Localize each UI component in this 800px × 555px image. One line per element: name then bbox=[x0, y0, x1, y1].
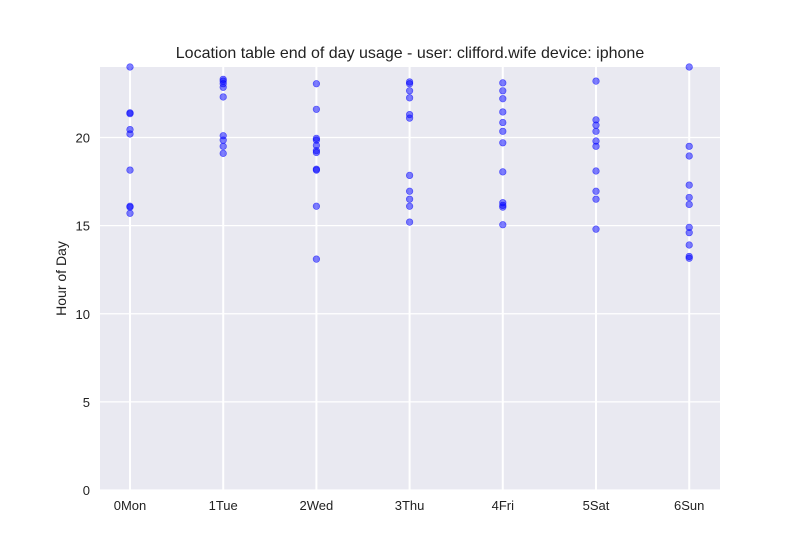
y-tick-label: 5 bbox=[83, 395, 90, 410]
data-point bbox=[126, 209, 134, 217]
data-point bbox=[685, 254, 693, 262]
y-tick-label: 10 bbox=[76, 307, 90, 322]
data-point bbox=[592, 127, 600, 135]
data-point bbox=[499, 95, 507, 103]
data-point bbox=[219, 142, 227, 150]
data-points bbox=[126, 63, 693, 263]
data-point bbox=[406, 80, 414, 88]
data-point bbox=[499, 168, 507, 176]
data-point bbox=[312, 80, 321, 88]
data-point bbox=[685, 200, 693, 209]
data-point bbox=[685, 142, 693, 150]
data-point bbox=[592, 121, 600, 129]
data-point bbox=[126, 130, 134, 138]
data-point bbox=[592, 225, 600, 233]
y-tick-label: 15 bbox=[76, 219, 90, 234]
data-point bbox=[219, 83, 227, 91]
data-point bbox=[685, 241, 693, 249]
chart-title: Location table end of day usage - user: … bbox=[176, 45, 645, 62]
data-point bbox=[685, 63, 693, 71]
data-point bbox=[499, 108, 507, 116]
y-tick-label: 0 bbox=[83, 483, 90, 498]
data-point bbox=[406, 94, 414, 102]
data-point bbox=[126, 166, 134, 174]
y-tick-label: 20 bbox=[76, 131, 90, 146]
x-tick-labels: 0Mon 1Tue 2Wed 3Thu 4Fri 5Sat 6Sun bbox=[114, 498, 705, 513]
data-point bbox=[406, 195, 414, 203]
data-point bbox=[499, 139, 507, 147]
data-point bbox=[126, 63, 134, 71]
data-point bbox=[312, 148, 321, 157]
data-point bbox=[219, 136, 227, 144]
data-point bbox=[592, 142, 600, 150]
data-point bbox=[126, 203, 134, 211]
data-point bbox=[312, 255, 321, 263]
data-point bbox=[685, 152, 693, 160]
data-point bbox=[499, 127, 507, 135]
data-point bbox=[499, 87, 507, 95]
y-tick-labels: 0 5 10 15 20 bbox=[76, 131, 90, 499]
data-point bbox=[312, 105, 321, 113]
data-point bbox=[312, 202, 321, 210]
data-point bbox=[685, 193, 693, 202]
x-tick-label: 4Fri bbox=[492, 498, 515, 513]
data-point bbox=[406, 218, 414, 226]
data-point bbox=[499, 79, 507, 87]
data-point bbox=[406, 87, 414, 95]
data-point bbox=[312, 166, 321, 174]
x-tick-label: 0Mon bbox=[114, 498, 147, 513]
x-tick-label: 2Wed bbox=[300, 498, 334, 513]
data-point bbox=[499, 221, 507, 229]
data-point bbox=[406, 187, 414, 195]
data-point bbox=[592, 195, 600, 203]
data-point bbox=[219, 93, 227, 101]
x-tick-label: 6Sun bbox=[674, 498, 704, 513]
data-point bbox=[499, 118, 507, 127]
data-point bbox=[219, 149, 227, 157]
data-point bbox=[406, 202, 414, 210]
data-point bbox=[592, 77, 600, 85]
data-point bbox=[685, 229, 693, 237]
data-point bbox=[685, 181, 693, 189]
data-point bbox=[406, 171, 414, 179]
x-tick-label: 1Tue bbox=[209, 498, 238, 513]
y-axis-label: Hour of Day bbox=[53, 241, 69, 316]
x-tick-label: 5Sat bbox=[583, 498, 610, 513]
x-tick-label: 3Thu bbox=[395, 498, 425, 513]
data-point bbox=[592, 187, 600, 195]
data-point bbox=[499, 203, 507, 211]
data-point bbox=[592, 167, 600, 175]
data-point bbox=[126, 110, 134, 118]
data-point bbox=[406, 114, 414, 122]
